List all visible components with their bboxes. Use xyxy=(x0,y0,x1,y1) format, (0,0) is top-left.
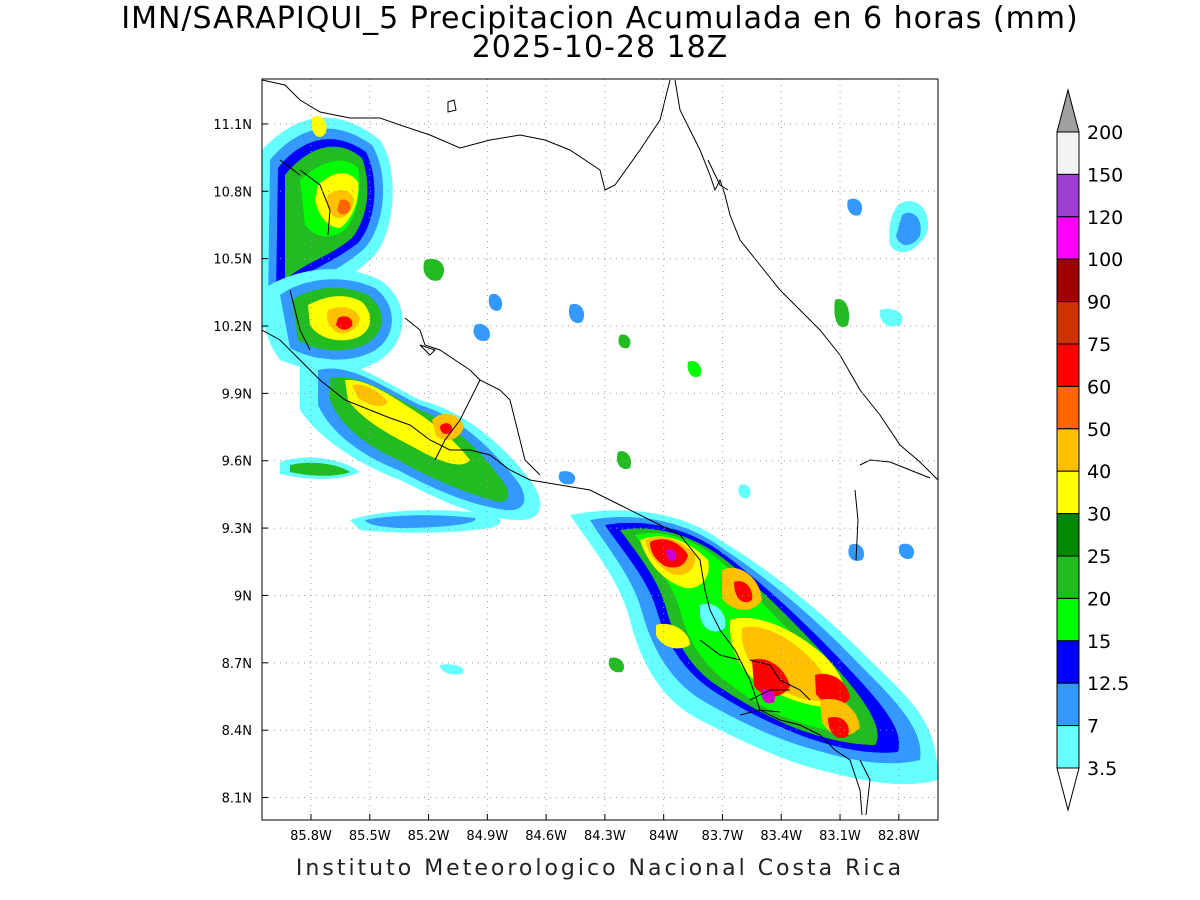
colorbar-segment xyxy=(1056,385,1080,430)
colorbar-label: 12.5 xyxy=(1087,673,1129,695)
lon-tick-label: 84W xyxy=(649,829,679,844)
lon-tick-label: 83.4W xyxy=(760,829,802,844)
lon-tick-label: 83.1W xyxy=(819,829,861,844)
colorbar-bottom-arrow xyxy=(1056,767,1080,812)
colorbar-label: 60 xyxy=(1087,376,1111,398)
lon-tick-label: 83.7W xyxy=(702,829,744,844)
lon-tick-label: 85.8W xyxy=(290,829,332,844)
map-date: 2025-10-28 18Z xyxy=(471,30,729,65)
lat-tick-label: 9.6N xyxy=(222,455,252,470)
colorbar-segment xyxy=(1056,428,1080,472)
colorbar-label: 20 xyxy=(1087,588,1111,610)
colorbar-segment xyxy=(1056,597,1080,642)
lat-tick-label: 8.7N xyxy=(222,657,252,672)
colorbar-label: 30 xyxy=(1087,504,1111,526)
colorbar-segment xyxy=(1056,216,1080,260)
lat-tick-label: 11.1N xyxy=(213,118,252,133)
lat-tick-label: 10.5N xyxy=(213,253,252,268)
colorbar: 200 150 120 100 90 75 60 50 40 30 25 20 15 12.5 7 3.5 xyxy=(1056,88,1129,812)
colorbar-label: 120 xyxy=(1087,207,1123,229)
colorbar-label: 7 xyxy=(1087,716,1099,738)
lat-tick-label: 9.3N xyxy=(222,522,252,537)
lon-tick-label: 84.9W xyxy=(466,829,508,844)
axis-ticks: 85.8W 85.5W 85.2W 84.9W 84.6W 84.3W 84W 83.7W 83… xyxy=(213,118,920,844)
coastline-borders xyxy=(262,79,938,816)
colorbar-top-arrow xyxy=(1056,88,1080,133)
colorbar-segment xyxy=(1056,513,1080,557)
lon-tick-label: 85.5W xyxy=(349,829,391,844)
precipitation-field xyxy=(262,115,938,785)
colorbar-segment xyxy=(1056,173,1080,218)
colorbar-label: 40 xyxy=(1087,461,1111,483)
colorbar-segment xyxy=(1056,131,1080,175)
colorbar-label: 50 xyxy=(1087,419,1111,441)
colorbar-segment xyxy=(1056,725,1080,769)
colorbar-label: 25 xyxy=(1087,546,1111,568)
colorbar-segment xyxy=(1056,258,1080,303)
map-title: IMN/SARAPIQUI_5 Precipitacion Acumulada … xyxy=(121,1,1079,36)
colorbar-label: 3.5 xyxy=(1087,758,1117,780)
colorbar-segment xyxy=(1056,301,1080,345)
colorbar-segment xyxy=(1056,640,1080,684)
lon-tick-label: 84.3W xyxy=(584,829,626,844)
lat-tick-label: 10.8N xyxy=(213,185,252,200)
lat-tick-label: 8.4N xyxy=(222,724,252,739)
colorbar-label: 75 xyxy=(1087,334,1111,356)
lat-tick-label: 8.1N xyxy=(222,792,252,807)
lon-tick-label: 84.6W xyxy=(525,829,567,844)
colorbar-segment xyxy=(1056,470,1080,515)
institution-footer: Instituto Meteorologico Nacional Costa R… xyxy=(295,856,905,881)
lon-tick-label: 85.2W xyxy=(408,829,450,844)
lat-tick-label: 10.2N xyxy=(213,320,252,335)
colorbar-segment xyxy=(1056,682,1080,727)
lat-tick-label: 9.9N xyxy=(222,387,252,402)
colorbar-label: 15 xyxy=(1087,631,1111,653)
lon-tick-label: 82.8W xyxy=(878,829,920,844)
colorbar-label: 100 xyxy=(1087,249,1123,271)
colorbar-label: 90 xyxy=(1087,292,1111,314)
map-frame xyxy=(261,78,939,821)
colorbar-label: 200 xyxy=(1087,122,1123,144)
colorbar-label: 150 xyxy=(1087,164,1123,186)
lat-tick-label: 9N xyxy=(234,589,252,604)
colorbar-segment xyxy=(1056,343,1080,387)
colorbar-segment xyxy=(1056,555,1080,599)
